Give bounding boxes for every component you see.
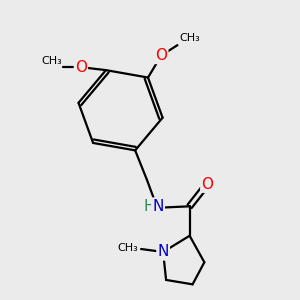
Text: O: O: [201, 177, 213, 192]
Text: O: O: [155, 48, 167, 63]
Text: N: N: [158, 244, 169, 260]
Text: O: O: [75, 60, 87, 75]
Text: CH₃: CH₃: [41, 56, 62, 66]
Text: N: N: [152, 199, 164, 214]
Text: CH₃: CH₃: [117, 242, 138, 253]
Text: CH₃: CH₃: [179, 33, 200, 43]
Text: H: H: [143, 199, 155, 214]
